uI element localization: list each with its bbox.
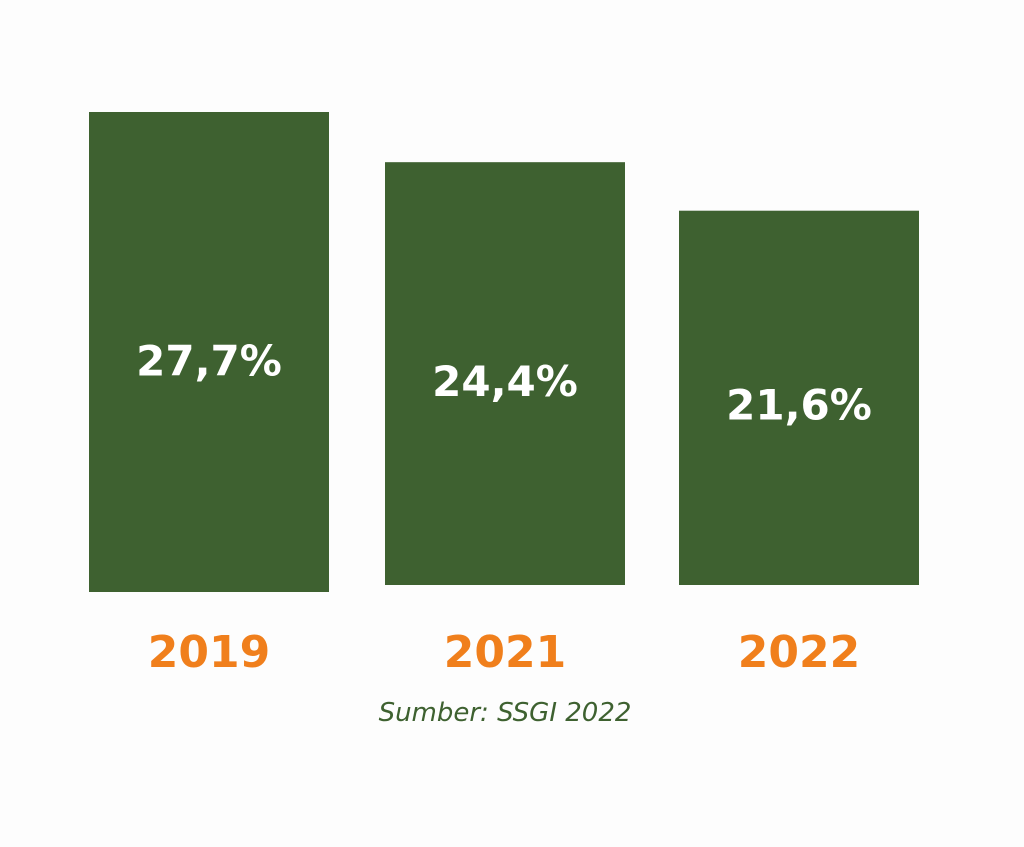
value-label-2022: 21,6% — [726, 380, 872, 429]
bars-layer — [89, 112, 919, 592]
category-label-2019: 2019 — [148, 627, 270, 678]
source-note: Sumber: SSGI 2022 — [379, 698, 632, 728]
category-label-2022: 2022 — [738, 627, 860, 678]
value-labels-layer: 27,7% 24,4% 21,6% — [136, 337, 872, 430]
bar-2022 — [679, 210, 919, 585]
bar-2021 — [385, 162, 625, 585]
category-labels-layer: 2019 2021 2022 — [148, 627, 860, 678]
category-label-2021: 2021 — [444, 627, 566, 678]
value-label-2021: 24,4% — [432, 357, 578, 406]
value-label-2019: 27,7% — [136, 337, 282, 386]
bar-2019 — [89, 112, 329, 592]
